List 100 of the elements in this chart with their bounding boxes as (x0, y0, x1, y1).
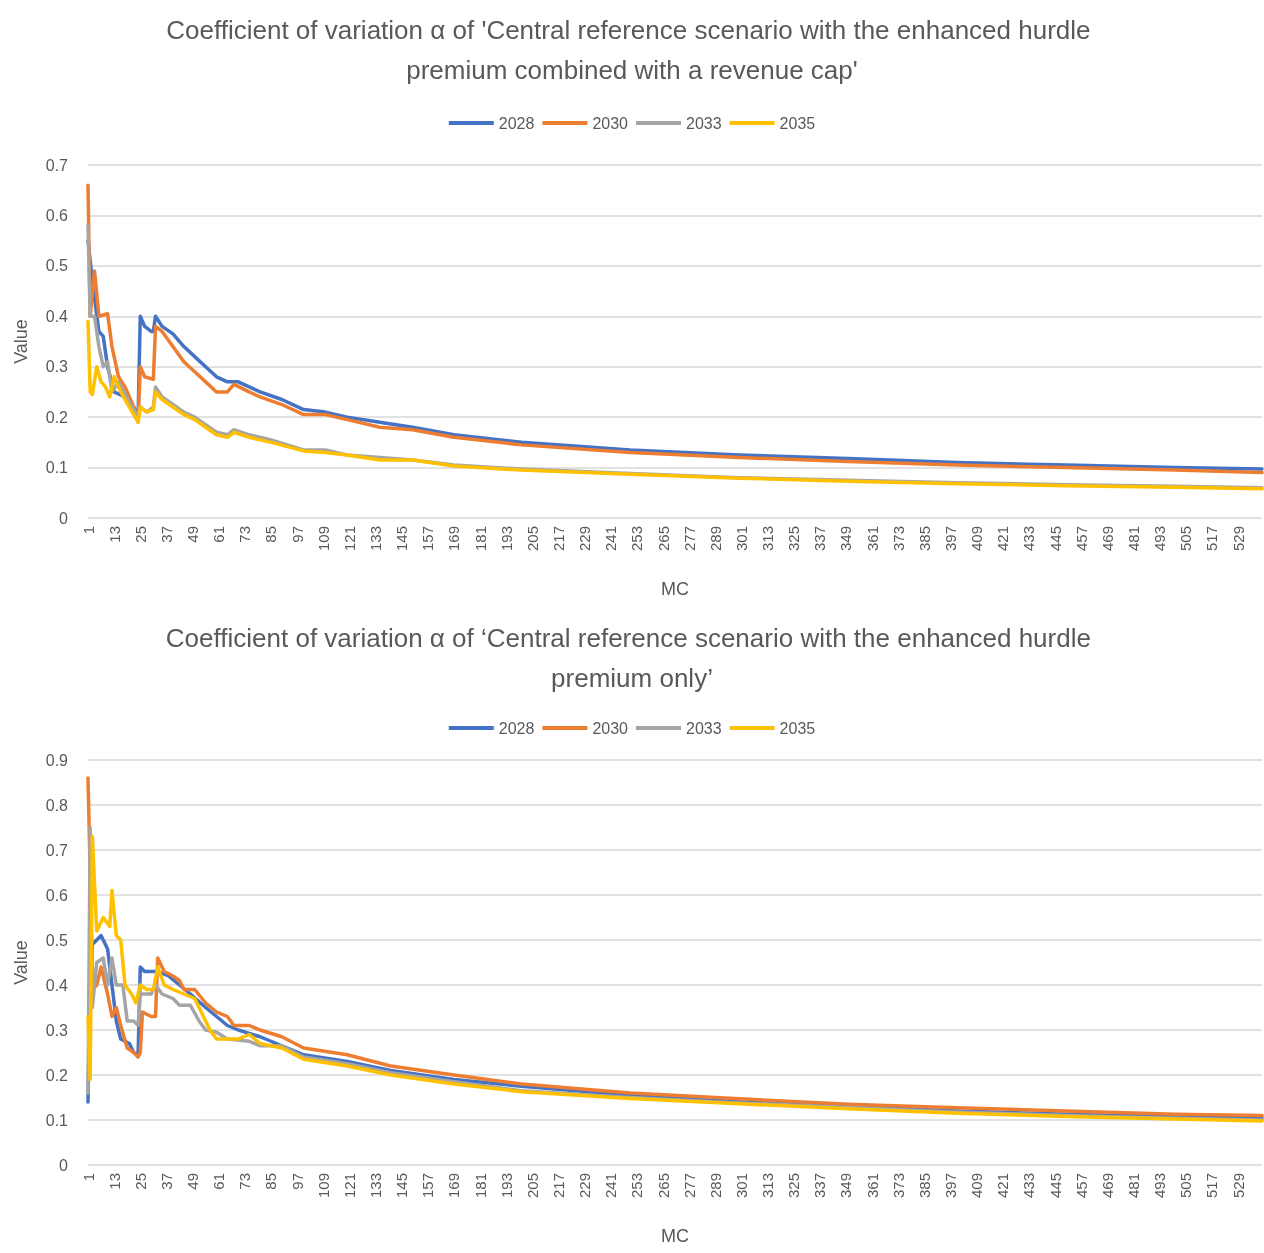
x-tick-label: 241 (602, 526, 620, 552)
y-axis-title: Value (11, 319, 31, 364)
x-tick-label: 385 (915, 1173, 933, 1199)
y-tick-label: 0.5 (45, 257, 69, 275)
x-tick-label: 325 (785, 526, 803, 552)
x-tick-label: 49 (184, 526, 202, 543)
x-tick-label: 73 (236, 526, 254, 543)
x-tick-label: 85 (262, 1173, 280, 1190)
legend-label: 2030 (592, 114, 629, 132)
x-tick-label: 61 (210, 526, 228, 543)
x-tick-label: 145 (393, 526, 411, 552)
legend-label: 2033 (686, 719, 722, 737)
x-tick-label: 241 (602, 1173, 620, 1199)
x-tick-label: 265 (654, 526, 672, 552)
x-tick-label: 361 (863, 1173, 881, 1199)
x-tick-label: 25 (131, 1173, 149, 1190)
y-tick-label: 0.2 (45, 408, 69, 426)
x-tick-label: 97 (288, 1173, 306, 1190)
x-tick-label: 445 (1046, 526, 1064, 552)
legend-label: 2035 (779, 719, 816, 737)
x-tick-label: 397 (942, 1173, 960, 1199)
x-tick-label: 349 (837, 1173, 855, 1199)
x-tick-label: 349 (837, 526, 855, 552)
legend-label: 2035 (779, 114, 816, 132)
x-tick-label: 121 (340, 1173, 358, 1199)
x-tick-label: 181 (471, 526, 489, 552)
x-tick-label: 289 (706, 1173, 724, 1199)
x-tick-label: 505 (1177, 1173, 1195, 1199)
x-tick-label: 361 (863, 526, 881, 552)
x-tick-label: 397 (942, 526, 960, 552)
x-tick-label: 85 (262, 526, 280, 543)
x-tick-label: 409 (968, 526, 986, 552)
x-tick-label: 181 (471, 1173, 489, 1199)
x-tick-label: 409 (968, 1173, 986, 1199)
x-tick-label: 433 (1020, 526, 1038, 552)
x-tick-label: 469 (1098, 1173, 1116, 1199)
legend-label: 2033 (686, 114, 722, 132)
x-tick-label: 121 (340, 526, 358, 552)
x-tick-label: 217 (549, 526, 567, 552)
x-tick-label: 265 (654, 1173, 672, 1199)
x-tick-label: 481 (1124, 526, 1142, 552)
x-tick-label: 517 (1203, 1173, 1221, 1199)
x-tick-label: 109 (314, 526, 332, 552)
x-tick-label: 337 (811, 526, 829, 552)
legend-label: 2028 (498, 719, 535, 737)
x-tick-label: 385 (915, 526, 933, 552)
x-tick-label: 505 (1177, 526, 1195, 552)
x-tick-label: 205 (523, 526, 541, 552)
y-tick-label: 0.4 (45, 976, 69, 994)
y-axis-title: Value (11, 940, 31, 985)
x-tick-label: 37 (157, 526, 175, 543)
x-tick-label: 1 (79, 526, 97, 535)
x-tick-label: 169 (445, 526, 463, 552)
x-tick-label: 13 (105, 1173, 123, 1190)
y-tick-label: 0.2 (45, 1066, 69, 1084)
x-tick-label: 277 (680, 1173, 698, 1199)
x-tick-label: 469 (1098, 526, 1116, 552)
y-tick-label: 0.6 (45, 886, 69, 904)
x-tick-label: 517 (1203, 526, 1221, 552)
x-tick-label: 133 (367, 526, 385, 552)
y-tick-label: 0.3 (45, 1021, 69, 1039)
x-tick-label: 277 (680, 526, 698, 552)
x-tick-label: 109 (314, 1173, 332, 1199)
x-tick-label: 37 (157, 1173, 175, 1190)
x-tick-label: 421 (994, 526, 1012, 552)
x-tick-label: 301 (732, 1173, 750, 1199)
x-tick-label: 97 (288, 526, 306, 543)
chart-title: Coefficient of variation α of ‘Central reference scenario with the enhanced hurdle premium only’ (165, 623, 1099, 693)
x-tick-label: 445 (1046, 1173, 1064, 1199)
x-tick-label: 493 (1151, 526, 1169, 552)
x-tick-label: 313 (759, 1173, 777, 1199)
y-tick-label: 0.6 (45, 206, 69, 224)
y-tick-label: 0.7 (45, 156, 69, 174)
x-tick-label: 25 (131, 526, 149, 543)
x-tick-label: 13 (105, 526, 123, 543)
x-tick-label: 529 (1229, 1173, 1247, 1199)
x-tick-label: 433 (1020, 1173, 1038, 1199)
x-tick-label: 289 (706, 526, 724, 552)
x-tick-label: 193 (497, 1173, 515, 1199)
legend-label: 2030 (592, 719, 629, 737)
x-tick-label: 457 (1072, 1173, 1090, 1199)
x-tick-label: 493 (1151, 1173, 1169, 1199)
x-tick-label: 133 (367, 1173, 385, 1199)
x-tick-label: 529 (1229, 526, 1247, 552)
x-tick-label: 253 (628, 526, 646, 552)
line-series (86, 319, 1264, 491)
x-tick-label: 301 (732, 526, 750, 552)
chart-title: Coefficient of variation α of 'Central reference scenario with the enhanced hurdle premium combined with a revenue cap' (166, 15, 1098, 85)
y-tick-label: 0.8 (45, 796, 69, 814)
legend-label: 2028 (498, 114, 535, 132)
x-tick-label: 157 (419, 526, 437, 552)
x-tick-label: 373 (889, 526, 907, 552)
x-tick-label: 49 (184, 1173, 202, 1190)
x-tick-label: 421 (994, 1173, 1012, 1199)
line-series (86, 183, 1264, 475)
y-tick-label: 0.4 (45, 307, 69, 325)
x-tick-label: 205 (523, 1173, 541, 1199)
y-tick-label: 0.7 (45, 841, 69, 859)
x-tick-label: 373 (889, 1173, 907, 1199)
x-tick-label: 481 (1124, 1173, 1142, 1199)
